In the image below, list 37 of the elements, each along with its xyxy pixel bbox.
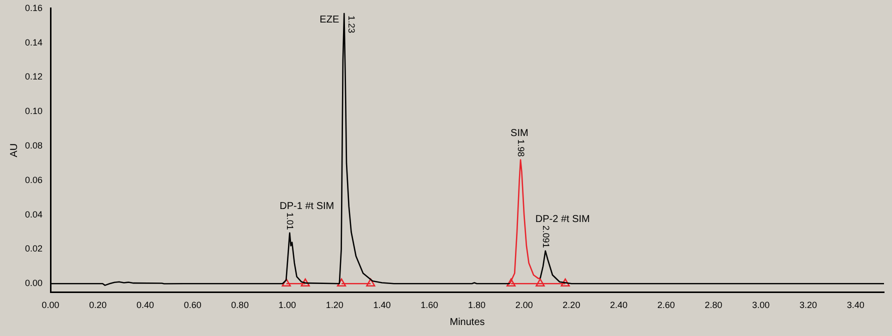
x-tick-label: 2.40: [610, 300, 628, 310]
y-tick-label: 0.04: [24, 209, 43, 220]
annotation: 1.23: [346, 16, 357, 34]
x-tick-label: 0.40: [136, 300, 154, 310]
x-tick-label: 1.00: [278, 300, 296, 310]
annotation: 1.01: [285, 212, 296, 230]
x-tick-label: 0.80: [231, 300, 249, 310]
x-tick-label: 3.40: [846, 300, 864, 310]
annotation: EZE: [320, 14, 340, 26]
y-tick-label: 0.10: [24, 106, 43, 116]
x-axis-title: Minutes: [450, 316, 485, 328]
x-tick-label: 0.00: [42, 300, 60, 310]
x-tick-label: 3.00: [752, 300, 770, 310]
x-tick-label: 2.20: [562, 300, 580, 310]
x-tick-label: 1.40: [373, 300, 391, 310]
y-tick-label: 0.16: [24, 2, 43, 13]
x-tick-label: 1.60: [420, 300, 438, 310]
y-tick-label: 0.08: [24, 140, 43, 150]
y-tick-label: 0.06: [24, 174, 43, 185]
annotation: DP-2 #t SIM: [535, 214, 590, 226]
annotation: DP-1 #t SIM: [280, 201, 334, 212]
x-tick-label: 2.80: [704, 300, 722, 310]
annotation: SIM: [510, 128, 528, 139]
x-tick-label: 1.80: [468, 300, 486, 310]
x-tick-label: 3.20: [799, 300, 817, 310]
x-tick-label: 0.60: [184, 300, 202, 310]
y-axis-title: AU: [8, 143, 20, 158]
y-tick-label: 0.14: [24, 37, 43, 48]
annotation: 1.98: [516, 139, 526, 157]
y-tick-label: 0.02: [24, 244, 43, 254]
annotation: 2.091: [540, 225, 551, 248]
y-tick-label: 0.12: [24, 72, 43, 82]
x-tick-label: 2.00: [515, 300, 533, 310]
x-tick-label: 2.60: [657, 300, 675, 310]
y-tick-label: 0.00: [24, 278, 43, 288]
x-tick-label: 0.20: [89, 300, 107, 310]
x-tick-label: 1.20: [326, 300, 344, 310]
